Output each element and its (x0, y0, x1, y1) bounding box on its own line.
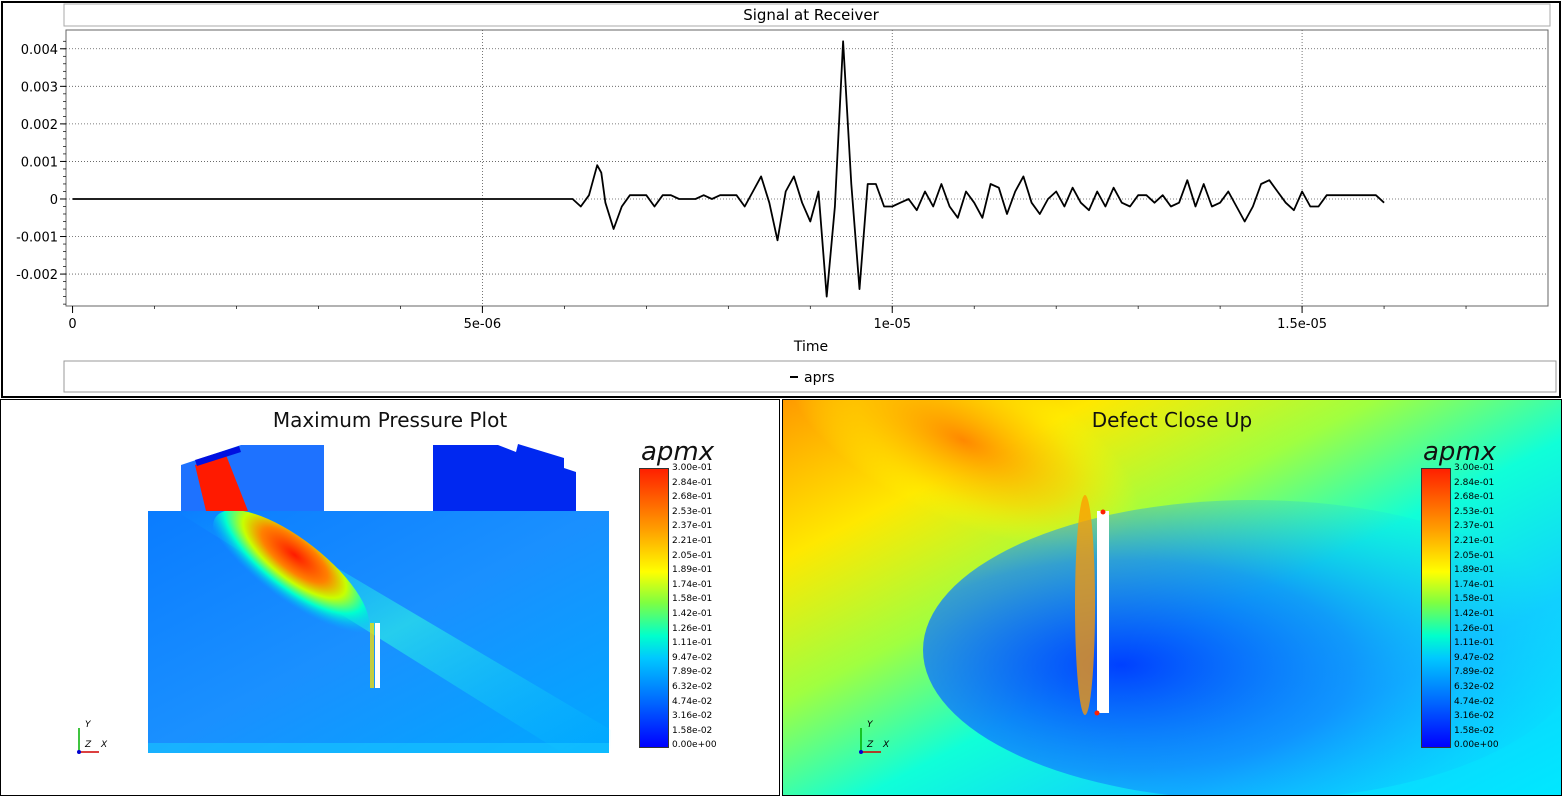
receiver-wedge (433, 444, 576, 511)
left-legend-label: 2.84e-01 (672, 477, 713, 488)
signal-chart: Signal at Receiver 0.004 0.003 0.002 0.001 0 -… (16, 3, 1557, 393)
left-legend-label: 2.37e-01 (672, 521, 713, 532)
right-axis-x-label: X (883, 740, 890, 750)
y-tick-label: -0.002 (16, 268, 58, 283)
left-legend-label: 6.32e-02 (672, 681, 713, 692)
right-legend-label: 4.74e-02 (1454, 696, 1495, 707)
right-legend-label: 9.47e-02 (1454, 652, 1495, 663)
right-legend-label: 1.74e-01 (1454, 579, 1495, 590)
signal-chart-panel: Signal at Receiver 0.004 0.003 0.002 0.001 0 -… (0, 0, 1562, 398)
left-panel-title: Maximum Pressure Plot (272, 408, 508, 432)
right-color-bar (1421, 468, 1451, 748)
right-legend-label: 2.05e-01 (1454, 550, 1495, 561)
left-legend-label: 7.89e-02 (672, 667, 713, 678)
defect-bottom-tip (1094, 710, 1100, 716)
right-legend-label: 2.68e-01 (1454, 492, 1495, 503)
max-pressure-panel: Maximum Pressure Plot apmx 3.00e-01 2.84e… (0, 399, 780, 796)
left-legend-label: 2.53e-01 (672, 506, 713, 517)
left-legend-label: 1.58e-02 (672, 725, 713, 736)
closeup-beam-hotspot (787, 400, 1139, 549)
left-axes-triad: Y Z X (71, 720, 111, 759)
legend-box (63, 360, 1557, 393)
left-axis-z-label: Z (85, 740, 92, 750)
legend-entry: aprs (804, 370, 835, 386)
right-legend-label: 3.16e-02 (1454, 711, 1495, 722)
y-tick-label: -0.001 (16, 231, 58, 246)
left-legend-label: 4.74e-02 (672, 696, 713, 707)
right-legend-label: 1.89e-01 (1454, 565, 1495, 576)
left-legend-title: apmx (641, 437, 715, 467)
left-legend-label: 1.26e-01 (672, 623, 713, 634)
right-legend-label: 1.58e-01 (1454, 594, 1495, 605)
defect-slot (375, 623, 380, 688)
x-tick-label: 1.5e-05 (1277, 317, 1327, 332)
left-legend-label: 3.16e-02 (672, 711, 713, 722)
bottom-surface (148, 743, 609, 753)
chart-title: Signal at Receiver (743, 6, 879, 24)
x-tick-label: 1e-05 (873, 317, 911, 332)
chart-title-bar (63, 3, 1551, 27)
defect-closeup-panel: Defect Close Up apmx 3.00e-01 2.84e-01 2.6… (782, 399, 1562, 796)
right-legend-label: 2.84e-01 (1454, 477, 1495, 488)
left-axis-x-label: X (101, 740, 108, 750)
defect-edge (370, 623, 374, 688)
right-legend-label: 2.53e-01 (1454, 506, 1495, 517)
right-color-bar-labels: 3.00e-01 2.84e-01 2.68e-01 2.53e-01 2.37e-01… (1454, 461, 1499, 753)
left-color-bar (639, 468, 669, 748)
left-legend-label: 1.89e-01 (672, 565, 713, 576)
right-legend-label: 3.00e-01 (1454, 463, 1495, 473)
right-legend-label: 0.00e+00 (1454, 740, 1499, 751)
transmitter-hotspot (195, 455, 248, 511)
left-legend-label: 2.05e-01 (672, 550, 713, 561)
defect-reflection (1075, 495, 1095, 715)
left-legend-label: 9.47e-02 (672, 652, 713, 663)
right-legend-title: apmx (1423, 437, 1497, 467)
right-legend-label: 1.58e-02 (1454, 725, 1495, 736)
left-color-bar-labels: 3.00e-01 2.84e-01 2.68e-01 2.53e-01 2.37e-01… (672, 461, 717, 753)
left-legend-label: 2.21e-01 (672, 535, 713, 546)
left-legend-label: 1.74e-01 (672, 579, 713, 590)
right-legend-label: 7.89e-02 (1454, 667, 1495, 678)
right-legend-label: 6.32e-02 (1454, 681, 1495, 692)
y-tick-label: 0.004 (21, 43, 58, 58)
left-legend-label: 1.11e-01 (672, 638, 713, 649)
max-pressure-render (148, 444, 611, 753)
plot-area (65, 29, 1549, 307)
left-legend-label: 3.00e-01 (672, 463, 713, 473)
defect-slot-closeup (1097, 511, 1109, 713)
left-legend-label: 2.68e-01 (672, 492, 713, 503)
right-panel-title: Defect Close Up (1091, 408, 1253, 432)
right-legend-label: 1.26e-01 (1454, 623, 1495, 634)
y-tick-label: 0.002 (21, 118, 58, 133)
right-legend-label: 2.21e-01 (1454, 535, 1495, 546)
left-axis-y-label: Y (85, 720, 91, 730)
right-legend-label: 1.11e-01 (1454, 638, 1495, 649)
y-tick-label: 0.001 (21, 155, 58, 170)
series-line-aprs (72, 40, 1385, 298)
y-tick-label: 0.003 (21, 80, 58, 95)
transmitter-element (195, 446, 241, 466)
right-legend-label: 2.37e-01 (1454, 521, 1495, 532)
chart-frame (1, 1, 1561, 398)
left-legend-label: 0.00e+00 (672, 740, 717, 751)
right-axes-triad: Y Z X (853, 720, 893, 759)
y-tick-label: 0 (50, 193, 58, 208)
x-axis-label: Time (793, 339, 828, 355)
defect-top-tip (1100, 509, 1106, 515)
right-legend-label: 1.42e-01 (1454, 608, 1495, 619)
x-tick-label: 0 (68, 317, 76, 332)
left-legend-label: 1.42e-01 (672, 608, 713, 619)
x-tick-label: 5e-06 (464, 317, 502, 332)
beam-hotspot (212, 509, 370, 641)
left-legend-label: 1.58e-01 (672, 594, 713, 605)
right-axis-y-label: Y (867, 720, 873, 730)
right-axis-z-label: Z (867, 740, 874, 750)
